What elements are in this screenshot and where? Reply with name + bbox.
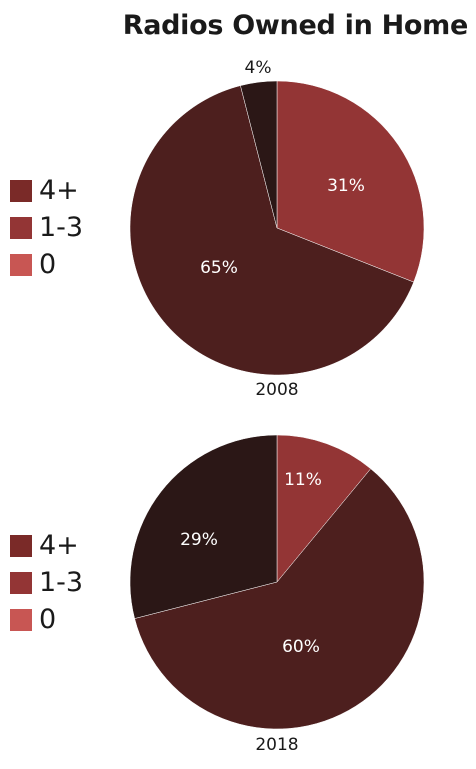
slice-label-2018-2: 29% xyxy=(180,530,218,550)
legend-swatch xyxy=(10,534,32,557)
slice-label-2018-0: 11% xyxy=(284,470,322,490)
slice-label-2008-0: 31% xyxy=(327,176,365,196)
legend-item-4+: 4+ xyxy=(10,527,83,564)
pie-year-label: 2018 xyxy=(255,735,298,755)
pie-slice-2018-2 xyxy=(129,434,278,619)
legend-swatch xyxy=(10,253,32,276)
pie-chart-2008: 31% 65% 4% 2008 xyxy=(129,58,425,400)
legend-swatch xyxy=(10,216,32,239)
slice-label-2008-1: 65% xyxy=(200,258,238,278)
pie-slice-2008-0 xyxy=(276,80,425,283)
legend-item-1-3: 1-3 xyxy=(10,564,83,601)
legend-label: 0 xyxy=(39,249,57,280)
pie-year-label: 2008 xyxy=(255,380,298,400)
legend-2008: 4+ 1-3 0 xyxy=(10,172,83,283)
legend-swatch xyxy=(10,608,32,631)
pie-chart-2018: 11% 60% 29% 2018 xyxy=(129,434,425,755)
legend-item-1-3: 1-3 xyxy=(10,209,83,246)
legend-2018: 4+ 1-3 0 xyxy=(10,527,83,638)
chart-title: Radios Owned in Home xyxy=(122,10,469,41)
slice-label-2008-2: 4% xyxy=(245,58,272,78)
pie-slice-2018-1 xyxy=(134,468,425,730)
legend-label: 1-3 xyxy=(39,567,84,598)
legend-item-0: 0 xyxy=(10,601,83,638)
legend-item-0: 0 xyxy=(10,246,83,283)
pie-slice-2018-0 xyxy=(276,434,372,583)
legend-label: 4+ xyxy=(39,530,79,561)
slice-label-2018-1: 60% xyxy=(282,637,320,657)
legend-label: 4+ xyxy=(39,175,79,206)
legend-label: 0 xyxy=(39,604,57,635)
pie-slice-2008-1 xyxy=(129,85,415,376)
legend-label: 1-3 xyxy=(39,212,84,243)
legend-swatch xyxy=(10,571,32,594)
legend-swatch xyxy=(10,179,32,202)
pie-slice-2008-2 xyxy=(240,80,278,229)
legend-item-4+: 4+ xyxy=(10,172,83,209)
